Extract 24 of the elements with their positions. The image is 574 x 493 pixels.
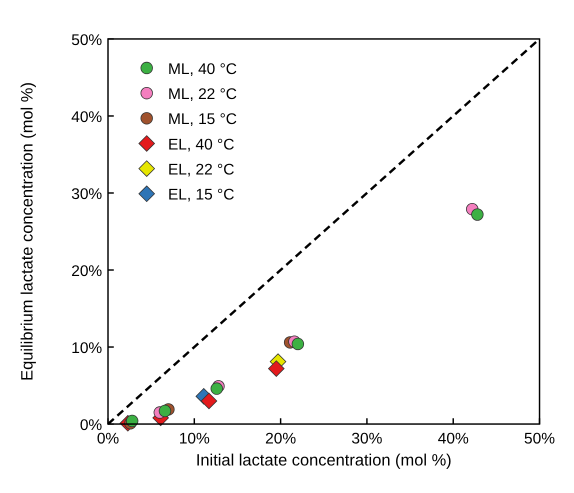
y-tick-label: 40% (71, 108, 102, 126)
x-axis-title: Initial lactate concentration (mol %) (196, 452, 452, 470)
y-tick-label: 20% (71, 262, 102, 280)
point (268, 360, 285, 377)
legend-label: EL, 15 °C (168, 186, 234, 204)
x-tick-label: 50% (524, 430, 556, 448)
point (200, 392, 218, 410)
y-tick-label: 30% (71, 186, 102, 203)
legend-label: ML, 40 °C (168, 60, 237, 78)
x-tick-label: 20% (265, 430, 296, 448)
y-axis-title: Equilibrium lactate concentration (mol %) (18, 82, 37, 381)
legend-label: ML, 15 °C (168, 111, 237, 128)
x-tick-label: 30% (351, 430, 383, 448)
y-tick-label: 10% (71, 340, 102, 357)
point (471, 208, 484, 221)
legend-label: EL, 40 °C (168, 136, 234, 154)
legend-label: EL, 22 °C (168, 161, 234, 178)
point (158, 404, 172, 418)
point (210, 382, 223, 395)
x-tick-label: 10% (178, 430, 210, 448)
y-tick-label: 50% (71, 32, 102, 49)
x-tick-label: 40% (438, 430, 469, 448)
point (292, 338, 304, 350)
legend-label: ML, 22 °C (168, 86, 237, 103)
